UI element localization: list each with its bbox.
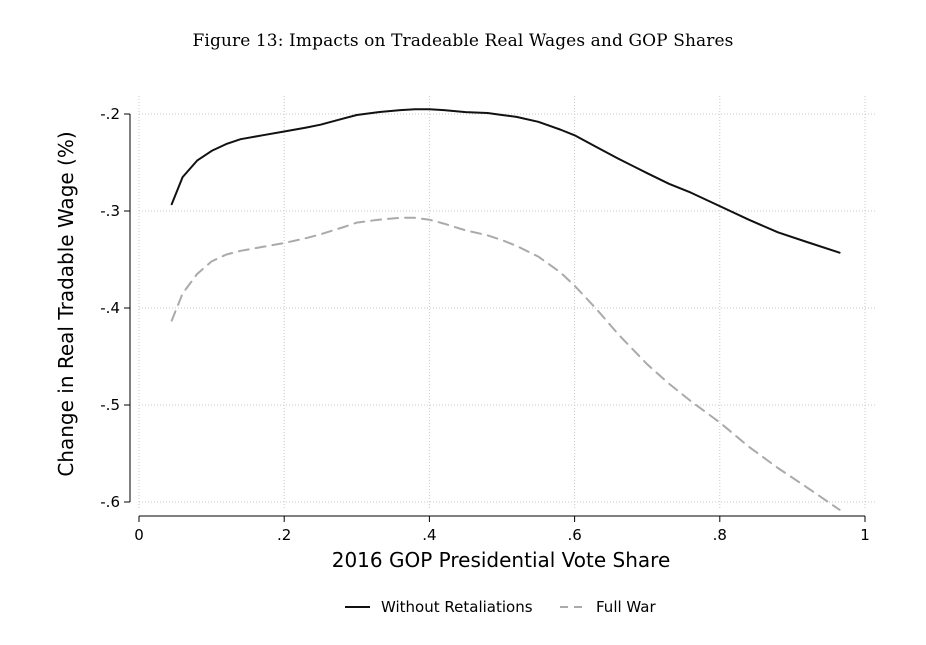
x-tick-label: .6 <box>567 526 581 544</box>
legend-label: Without Retaliations <box>381 598 533 616</box>
axes: 0 .2 .4 .6 .8 1 -.2 -.3 -.4 -.5 -.6 <box>100 105 870 544</box>
x-tick-label: .2 <box>277 526 291 544</box>
y-tick-label: -.2 <box>100 105 120 123</box>
legend-label: Full War <box>596 598 656 616</box>
x-tick-label: .8 <box>713 526 727 544</box>
x-tick-label: .4 <box>422 526 436 544</box>
y-tick-label: -.5 <box>100 396 120 414</box>
x-tick-label: 0 <box>134 526 144 544</box>
x-tick-label: 1 <box>860 526 870 544</box>
gridlines <box>138 96 875 510</box>
figure-caption: Figure 13: Impacts on Tradeable Real Wag… <box>192 31 734 51</box>
y-tick-label: -.6 <box>100 493 120 511</box>
y-tick-label: -.4 <box>100 299 120 317</box>
legend: Without Retaliations Full War <box>345 598 656 616</box>
y-axis-title: Change in Real Tradable Wage (%) <box>54 131 78 476</box>
y-tick-label: -.3 <box>100 202 120 220</box>
series-lines <box>170 108 841 511</box>
series-line-without-retaliations <box>170 108 841 254</box>
x-axis-title: 2016 GOP Presidential Vote Share <box>332 548 671 572</box>
series-line-full-war <box>170 216 841 511</box>
